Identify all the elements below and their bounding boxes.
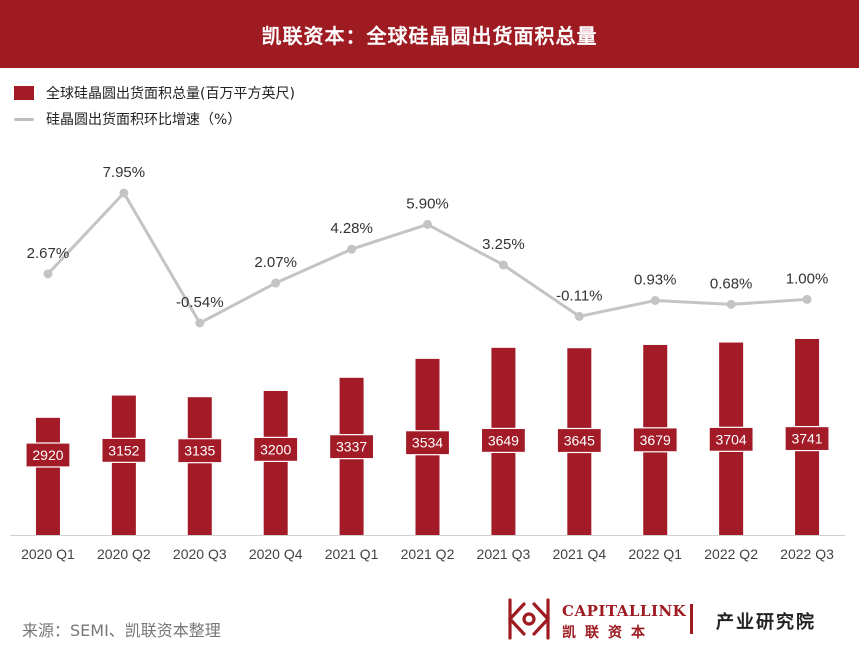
bar-value-label: 3741 [791,431,822,447]
bar-value-label: 3534 [412,435,443,451]
bar-2020-q2 [111,395,136,535]
chart-header: 凯联资本：全球硅晶圆出货面积总量 [0,0,859,68]
bar-label-box [480,427,527,454]
footer-divider [690,604,693,634]
growth-point [498,260,508,270]
growth-value-label: 2.07% [254,254,297,271]
growth-value-label: 3.25% [482,236,525,253]
bar-value-label: 3704 [716,431,747,447]
x-tick-label: 2020 Q3 [173,546,227,562]
bar-value-label: 3649 [488,432,519,448]
bar-2020-q3 [187,397,212,535]
bar-label-box [708,426,754,452]
growth-value-label: 0.68% [710,275,753,292]
growth-point [423,219,432,229]
legend-item-line: 硅晶圆出货面积环比增速（%） [14,106,295,132]
bar-label-box [784,425,830,452]
brand: CAPITALLINK 凯联资本 [562,602,686,642]
brand-name-cn: 凯联资本 [562,625,654,641]
x-tick-label: 2021 Q4 [552,546,606,562]
x-tick-label: 2020 Q1 [21,546,75,562]
legend: 全球硅晶圆出货面积总量(百万平方英尺) 硅晶圆出货面积环比增速（%） [14,80,295,132]
growth-point [195,318,205,328]
growth-point [271,278,281,288]
x-tick-label: 2021 Q2 [401,546,455,562]
growth-value-label: -0.11% [556,287,602,304]
x-tick-label: 2022 Q2 [704,546,758,562]
growth-point [726,299,736,309]
growth-value-label: 5.90% [406,195,449,212]
bar-value-label: 3152 [108,442,139,458]
growth-point [574,311,584,321]
bar-label-box [328,434,375,460]
growth-value-label: 2.67% [27,245,70,262]
bar-value-label: 3200 [260,441,291,457]
growth-point [650,295,660,305]
growth-value-label: 7.95% [103,164,146,181]
bar-label-box [177,438,223,464]
bar-value-label: 3679 [640,432,671,448]
x-tick-label: 2022 Q1 [628,546,682,562]
brand-name-en: CAPITALLINK [562,602,687,620]
bar-label-box [253,436,299,462]
x-tick-label: 2022 Q3 [780,546,834,562]
department-label: 产业研究院 [716,612,816,633]
growth-point [347,244,357,254]
growth-point [802,294,812,304]
x-tick-label: 2021 Q3 [477,546,531,562]
bar-value-label: 2920 [32,447,63,463]
chart-canvas: 2920 3152 3135 3200 3337 3534 3649 3645 3679 3704… [10,164,845,562]
bar-2020-q4 [263,390,288,535]
source-note: 来源：SEMI、凯联资本整理 [22,621,221,640]
bar-label-box [101,437,147,463]
x-tick-label: 2020 Q2 [97,546,151,562]
bar-label-box [632,427,678,453]
x-tick-label: 2021 Q1 [325,546,379,562]
bar-value-label: 3337 [336,439,367,455]
bar-2020-q1 [35,417,60,535]
legend-line-swatch [14,117,34,121]
x-tick-label: 2020 Q4 [249,546,303,562]
legend-bar-label: 全球硅晶圆出货面积总量(百万平方英尺) [46,86,295,102]
growth-line [46,191,808,325]
capitallink-logo-icon [508,598,550,640]
growth-value-label: 0.93% [634,271,677,288]
growth-value-label: 4.28% [330,220,373,237]
legend-bar-swatch [14,86,34,100]
chart-title: 凯联资本：全球硅晶圆出货面积总量 [261,23,598,48]
growth-value-label: 1.00% [786,270,829,287]
bar-value-label: 3645 [564,433,595,449]
legend-line-label: 硅晶圆出货面积环比增速（%） [46,112,242,128]
legend-item-bar: 全球硅晶圆出货面积总量(百万平方英尺) [14,80,295,106]
bar-label-box [25,442,71,468]
growth-point [119,188,129,198]
growth-value-label: -0.54% [176,294,224,311]
bar-label-box [404,430,451,456]
bar-label-box [556,427,602,454]
bar-value-label: 3135 [184,443,215,459]
growth-point [43,269,53,279]
